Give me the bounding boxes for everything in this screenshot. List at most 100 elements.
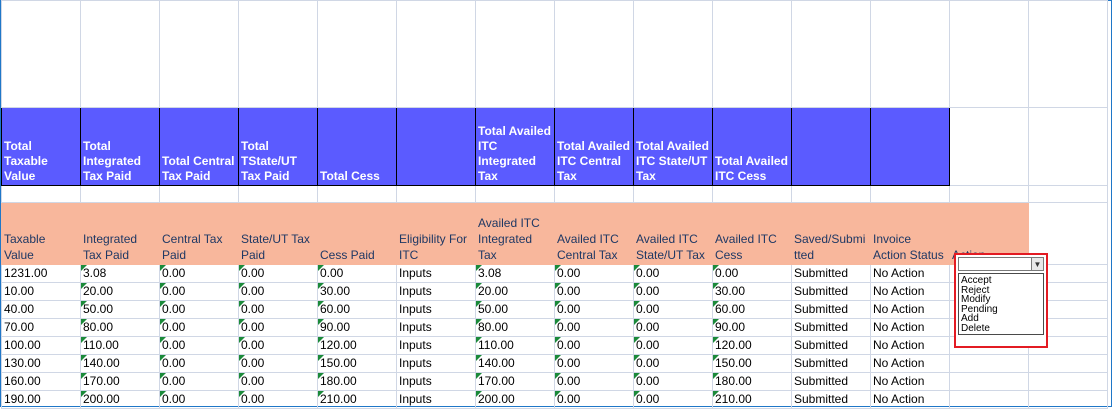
- table-cell[interactable]: Inputs: [396, 336, 476, 355]
- table-cell[interactable]: Inputs: [396, 372, 476, 391]
- table-cell[interactable]: Inputs: [396, 354, 476, 373]
- empty-cell[interactable]: [1028, 107, 1108, 186]
- table-cell[interactable]: 110.00: [475, 336, 555, 355]
- table-cell[interactable]: 50.00: [475, 300, 555, 319]
- table-cell[interactable]: 0.00: [554, 336, 634, 355]
- table-cell[interactable]: 80.00: [475, 318, 555, 337]
- detail-header-cell[interactable]: Saved/Submi tted: [791, 202, 871, 265]
- table-cell[interactable]: Submitted: [791, 300, 871, 319]
- empty-cell[interactable]: [633, 0, 713, 108]
- table-cell[interactable]: 130.00: [1, 354, 81, 373]
- empty-cell[interactable]: [870, 185, 950, 203]
- empty-cell[interactable]: [949, 0, 1029, 108]
- empty-cell[interactable]: [949, 390, 1029, 409]
- table-cell[interactable]: 0.00: [238, 264, 318, 283]
- empty-cell[interactable]: [317, 0, 397, 108]
- empty-cell[interactable]: [159, 185, 239, 203]
- empty-cell[interactable]: [238, 185, 318, 203]
- empty-cell[interactable]: [396, 0, 476, 108]
- empty-cell[interactable]: [949, 372, 1029, 391]
- table-cell[interactable]: Submitted: [791, 264, 871, 283]
- summary-header-cell[interactable]: [791, 107, 871, 186]
- summary-header-cell[interactable]: Total Integrated Tax Paid: [80, 107, 160, 186]
- action-option-modify[interactable]: Modify: [961, 294, 991, 305]
- empty-cell[interactable]: [159, 0, 239, 108]
- empty-cell[interactable]: [870, 0, 950, 108]
- table-cell[interactable]: No Action: [870, 390, 950, 409]
- table-cell[interactable]: No Action: [870, 300, 950, 319]
- table-cell[interactable]: 210.00: [317, 390, 397, 409]
- table-cell[interactable]: 0.00: [238, 390, 318, 409]
- table-cell[interactable]: 0.00: [317, 264, 397, 283]
- table-cell[interactable]: 60.00: [317, 300, 397, 319]
- summary-header-cell[interactable]: [870, 107, 950, 186]
- table-cell[interactable]: 0.00: [159, 372, 239, 391]
- table-cell[interactable]: Submitted: [791, 318, 871, 337]
- detail-header-cell[interactable]: Availed ITC Integrated Tax: [475, 202, 555, 265]
- table-cell[interactable]: 0.00: [238, 354, 318, 373]
- table-cell[interactable]: No Action: [870, 282, 950, 301]
- empty-cell[interactable]: [396, 185, 476, 203]
- table-cell[interactable]: 50.00: [80, 300, 160, 319]
- table-cell[interactable]: 0.00: [238, 282, 318, 301]
- action-option-pending[interactable]: Pending: [961, 303, 998, 315]
- table-cell[interactable]: 0.00: [712, 264, 792, 283]
- table-cell[interactable]: 0.00: [554, 354, 634, 373]
- table-cell[interactable]: No Action: [870, 354, 950, 373]
- table-cell[interactable]: 60.00: [712, 300, 792, 319]
- detail-header-cell[interactable]: Invoice Action Status: [870, 202, 950, 265]
- empty-cell[interactable]: [712, 185, 792, 203]
- table-cell[interactable]: 0.00: [633, 318, 713, 337]
- table-cell[interactable]: 90.00: [712, 318, 792, 337]
- table-cell[interactable]: 30.00: [712, 282, 792, 301]
- table-cell[interactable]: No Action: [870, 264, 950, 283]
- detail-header-cell[interactable]: Central Tax Paid: [159, 202, 239, 265]
- empty-cell[interactable]: [1, 0, 81, 108]
- detail-header-cell[interactable]: State/UT Tax Paid: [238, 202, 318, 265]
- detail-header-cell[interactable]: Taxable Value: [1, 202, 81, 265]
- table-cell[interactable]: Inputs: [396, 282, 476, 301]
- table-cell[interactable]: 160.00: [1, 372, 81, 391]
- detail-header-cell[interactable]: Integrated Tax Paid: [80, 202, 160, 265]
- table-cell[interactable]: 0.00: [633, 372, 713, 391]
- empty-cell[interactable]: [1, 185, 81, 203]
- table-cell[interactable]: 0.00: [238, 372, 318, 391]
- table-cell[interactable]: 140.00: [80, 354, 160, 373]
- table-cell[interactable]: Submitted: [791, 372, 871, 391]
- table-cell[interactable]: 210.00: [712, 390, 792, 409]
- table-cell[interactable]: Inputs: [396, 390, 476, 409]
- table-cell[interactable]: 110.00: [80, 336, 160, 355]
- table-cell[interactable]: Submitted: [791, 390, 871, 409]
- empty-cell[interactable]: [1028, 372, 1108, 391]
- summary-header-cell[interactable]: Total TState/UT Tax Paid: [238, 107, 318, 186]
- action-option-delete[interactable]: Delete: [961, 322, 990, 334]
- table-cell[interactable]: 0.00: [159, 336, 239, 355]
- empty-cell[interactable]: [475, 185, 555, 203]
- empty-cell[interactable]: [633, 185, 713, 203]
- table-cell[interactable]: 140.00: [475, 354, 555, 373]
- table-cell[interactable]: 0.00: [633, 282, 713, 301]
- action-option-add[interactable]: Add: [961, 313, 979, 324]
- table-cell[interactable]: 80.00: [80, 318, 160, 337]
- table-cell[interactable]: Submitted: [791, 336, 871, 355]
- table-cell[interactable]: 70.00: [1, 318, 81, 337]
- table-cell[interactable]: 0.00: [633, 300, 713, 319]
- table-cell[interactable]: 200.00: [475, 390, 555, 409]
- table-cell[interactable]: 1231.00: [1, 264, 81, 283]
- table-cell[interactable]: 0.00: [554, 318, 634, 337]
- table-cell[interactable]: 0.00: [554, 390, 634, 409]
- chevron-down-icon[interactable]: ▼: [1031, 257, 1044, 271]
- empty-cell[interactable]: [317, 185, 397, 203]
- summary-header-cell[interactable]: Total Availed ITC Integrated Tax: [475, 107, 555, 186]
- table-cell[interactable]: 0.00: [159, 300, 239, 319]
- table-cell[interactable]: 0.00: [238, 318, 318, 337]
- table-cell[interactable]: 40.00: [1, 300, 81, 319]
- table-cell[interactable]: Inputs: [396, 318, 476, 337]
- summary-header-cell[interactable]: Total Availed ITC State/UT Tax: [633, 107, 713, 186]
- table-cell[interactable]: No Action: [870, 336, 950, 355]
- table-cell[interactable]: 150.00: [317, 354, 397, 373]
- table-cell[interactable]: 120.00: [712, 336, 792, 355]
- empty-cell[interactable]: [949, 354, 1029, 373]
- action-option-reject[interactable]: Reject: [961, 284, 990, 296]
- empty-cell[interactable]: [1028, 185, 1108, 203]
